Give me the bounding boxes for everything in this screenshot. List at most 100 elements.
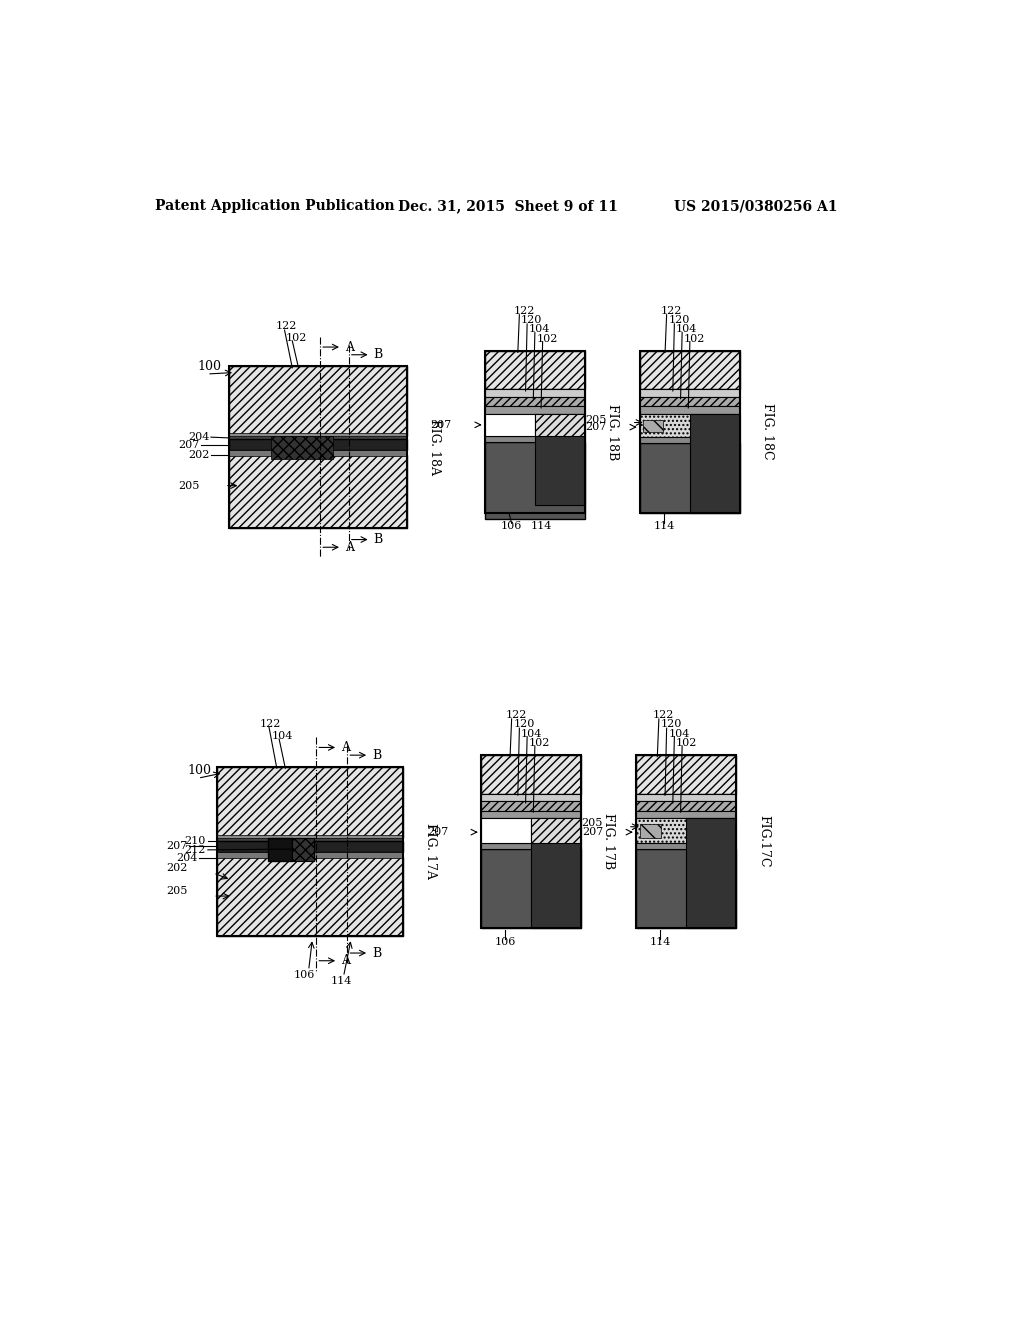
Bar (640, 444, 740, 512)
Bar (484, 414, 535, 436)
Text: 205: 205 (166, 887, 187, 896)
Bar (636, 801, 736, 810)
Bar (636, 793, 736, 801)
Bar (228, 440, 407, 450)
Bar (228, 450, 407, 457)
Text: 204: 204 (176, 853, 198, 862)
Bar (484, 436, 586, 442)
Text: 212: 212 (184, 845, 206, 855)
Bar (636, 849, 736, 928)
Bar (480, 818, 531, 843)
Text: 100: 100 (198, 360, 222, 372)
Bar (228, 455, 407, 528)
Text: 102: 102 (528, 738, 550, 748)
Bar (484, 351, 586, 512)
Bar (228, 433, 407, 438)
Text: 202: 202 (166, 863, 187, 874)
Text: 120: 120 (521, 315, 543, 325)
Text: 122: 122 (506, 710, 526, 721)
Text: 104: 104 (521, 729, 543, 739)
Bar (217, 841, 403, 853)
Text: 122: 122 (275, 321, 297, 331)
Bar (480, 755, 582, 793)
Text: 102: 102 (684, 334, 706, 343)
Text: 104: 104 (676, 325, 697, 334)
Text: 122: 122 (652, 710, 674, 721)
Text: 114: 114 (650, 937, 671, 948)
Text: Patent Application Publication: Patent Application Publication (156, 199, 395, 213)
Bar (535, 414, 586, 436)
Text: 122: 122 (260, 719, 282, 730)
Text: A: A (341, 954, 350, 968)
Text: 207: 207 (178, 440, 200, 450)
Text: 205: 205 (586, 416, 607, 425)
Bar (217, 857, 403, 936)
Bar (480, 801, 582, 810)
Bar (228, 367, 407, 528)
Bar (217, 836, 403, 840)
Text: A: A (341, 741, 350, 754)
Text: 102: 102 (537, 334, 558, 343)
Bar (228, 436, 407, 442)
Bar (535, 414, 586, 506)
Text: B: B (372, 748, 381, 762)
Text: A: A (345, 541, 354, 554)
Bar (690, 414, 740, 512)
Bar (217, 837, 403, 843)
Text: 100: 100 (187, 764, 212, 777)
Bar (640, 437, 740, 444)
Bar (484, 389, 586, 397)
Text: 104: 104 (669, 729, 689, 739)
Text: B: B (374, 533, 383, 546)
Text: 120: 120 (660, 719, 682, 730)
Bar (228, 367, 407, 436)
Bar (480, 843, 582, 849)
Bar (484, 351, 586, 389)
Text: 114: 114 (653, 521, 675, 532)
Bar (640, 825, 662, 838)
Text: 205: 205 (582, 818, 603, 828)
Bar (217, 853, 403, 858)
Text: 204: 204 (188, 432, 209, 442)
Text: 102: 102 (286, 333, 307, 343)
Text: 104: 104 (271, 731, 293, 741)
Text: 106: 106 (294, 970, 315, 979)
Text: FIG. 17A: FIG. 17A (424, 824, 437, 879)
Bar (640, 351, 740, 389)
Text: 114: 114 (331, 975, 352, 986)
Text: B: B (372, 946, 381, 960)
Text: 122: 122 (513, 306, 535, 315)
Text: 120: 120 (669, 315, 689, 325)
Text: 202: 202 (188, 450, 209, 459)
Text: FIG.17C: FIG.17C (757, 816, 770, 867)
Text: 122: 122 (660, 306, 682, 315)
Text: Dec. 31, 2015  Sheet 9 of 11: Dec. 31, 2015 Sheet 9 of 11 (397, 199, 617, 213)
Bar (484, 407, 586, 414)
Bar (643, 420, 663, 432)
Text: 207: 207 (586, 422, 607, 432)
Bar (480, 810, 582, 818)
Text: 207: 207 (582, 828, 603, 837)
Bar (686, 818, 736, 928)
Text: 205: 205 (178, 480, 200, 491)
Bar (484, 442, 586, 519)
Text: FIG. 17B: FIG. 17B (602, 813, 615, 870)
Bar (636, 843, 736, 849)
Bar (640, 397, 740, 407)
Text: 106: 106 (495, 937, 516, 948)
Text: FIG. 18B: FIG. 18B (606, 404, 618, 459)
Bar (480, 793, 582, 801)
Bar (636, 755, 736, 928)
Bar (271, 436, 334, 459)
Bar (217, 767, 403, 936)
Text: 102: 102 (676, 738, 697, 748)
Text: 210: 210 (184, 836, 206, 846)
Bar (640, 351, 740, 512)
Text: 207: 207 (167, 841, 187, 851)
Bar (640, 389, 740, 397)
Text: 207: 207 (427, 828, 449, 837)
Bar (640, 407, 740, 414)
Bar (217, 767, 403, 838)
Bar (531, 818, 582, 843)
Bar (636, 810, 736, 818)
